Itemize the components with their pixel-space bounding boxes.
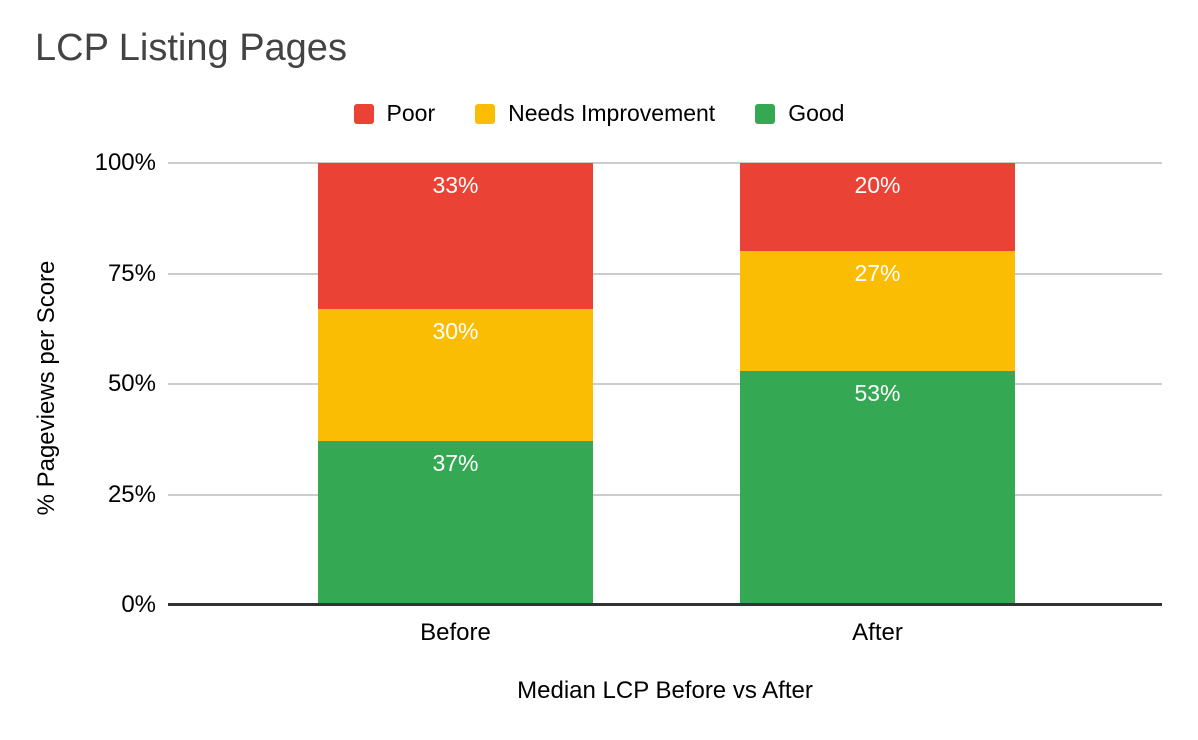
x-tick-label-before: Before: [420, 619, 491, 646]
legend-item-poor: Poor: [353, 100, 436, 127]
x-axis-baseline: [168, 603, 1162, 606]
segment-after-poor: 20%: [740, 163, 1015, 252]
gridline-75: [168, 272, 1162, 275]
gridline-100: [168, 162, 1162, 164]
data-label-before-poor: 33%: [432, 172, 479, 198]
y-tick-label-50: 50%: [107, 370, 156, 397]
y-tick-label-25: 25%: [107, 480, 156, 508]
legend-swatch-icon-poor: [353, 103, 374, 124]
legend-label-needs-improvement: Needs Improvement: [508, 100, 716, 126]
plot-area: 33% 30% 37% 20% 27% 53%: [168, 162, 1162, 606]
y-tick-label-100: 100%: [94, 149, 156, 176]
x-axis-title: Median LCP Before vs After: [517, 677, 813, 704]
y-tick-label-0: 0%: [121, 591, 156, 618]
gridline-50: [168, 383, 1162, 385]
data-label-after-poor: 20%: [854, 172, 901, 198]
data-label-after-needs-improvement: 27%: [854, 260, 901, 287]
chart-title: LCP Listing Pages: [35, 27, 347, 69]
legend-item-good: Good: [755, 100, 844, 127]
segment-before-poor: 33%: [318, 163, 593, 309]
bar-before: 33% 30% 37%: [318, 163, 593, 605]
legend-item-needs-improvement: Needs Improvement: [475, 100, 715, 127]
legend-swatch-icon-needs-improvement: [475, 103, 496, 124]
data-label-before-needs-improvement: 30%: [432, 317, 479, 344]
y-tick-label-75: 75%: [107, 259, 156, 287]
x-tick-label-after: After: [852, 619, 903, 646]
segment-after-good: 53%: [740, 370, 1015, 605]
legend-label-poor: Poor: [386, 100, 436, 126]
bar-after: 20% 27% 53%: [740, 163, 1015, 605]
gridline-25: [168, 493, 1162, 496]
data-label-before-good: 37%: [432, 450, 479, 477]
data-label-after-good: 53%: [854, 379, 901, 406]
segment-after-needs-improvement: 27%: [740, 251, 1015, 371]
segment-before-good: 37%: [318, 441, 593, 605]
segment-before-needs-improvement: 30%: [318, 308, 593, 442]
legend: Poor Needs Improvement Good: [0, 100, 1198, 127]
legend-label-good: Good: [788, 100, 845, 126]
legend-swatch-icon-good: [755, 103, 776, 124]
